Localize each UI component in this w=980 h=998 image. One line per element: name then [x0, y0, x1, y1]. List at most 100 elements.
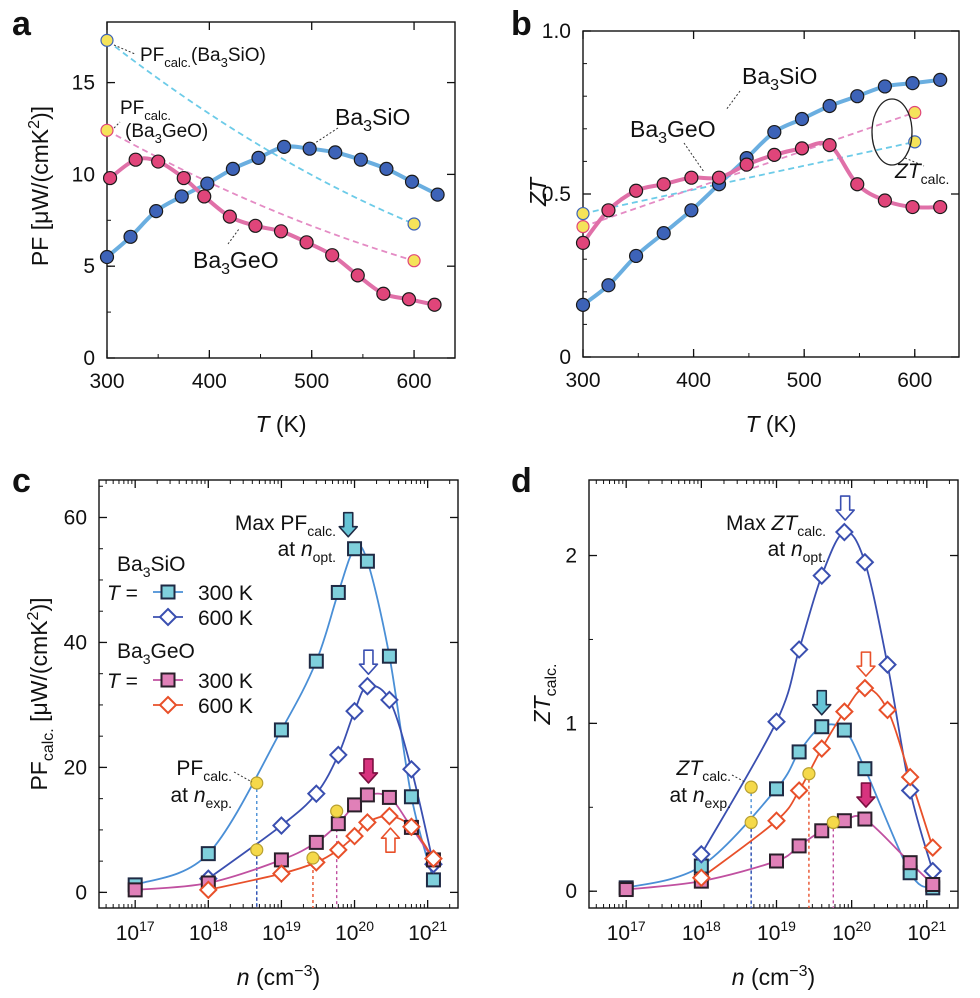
- data-point: [691, 868, 711, 888]
- data-point: [836, 722, 852, 738]
- data-point: [628, 248, 644, 264]
- label-part: calc.: [307, 523, 336, 539]
- label-part: 600 K: [198, 607, 253, 630]
- label-part: 10: [262, 922, 285, 945]
- annotation-at-exp: at nexp.: [669, 784, 731, 811]
- label-part: [μW/(cmK: [26, 620, 52, 728]
- label-part: )]: [27, 106, 53, 120]
- label-part: (Ba: [191, 45, 221, 66]
- label-part: 600: [397, 370, 432, 393]
- label-part: (K): [760, 411, 797, 437]
- label-part: calc.: [40, 728, 57, 761]
- label-part: 15: [72, 72, 95, 95]
- legend-title-si: Ba3SiO: [117, 553, 186, 580]
- label-part: GeO: [230, 247, 279, 273]
- data-point: [812, 566, 832, 586]
- data-point: [158, 695, 178, 715]
- label-part: 21: [931, 918, 947, 934]
- data-point: [174, 189, 189, 204]
- label-part: Ba: [117, 640, 143, 663]
- down-arrow-icon: [358, 649, 379, 675]
- label-part: n: [732, 964, 745, 990]
- y-tick-label: 0: [75, 881, 87, 904]
- annotation-at-opt: at nopt.: [278, 538, 336, 565]
- annotation-max: Max PFcalc.: [235, 512, 336, 539]
- data-point: [933, 199, 948, 215]
- down-arrow-icon: [811, 689, 832, 716]
- label-part: 3: [770, 77, 779, 94]
- x-tick-label: 1021: [408, 918, 447, 945]
- label-part: 400: [192, 370, 227, 393]
- label-part: at: [768, 538, 791, 561]
- label-part: PF [μW/(cmK: [27, 128, 53, 266]
- label-part: 500: [294, 370, 329, 393]
- label-part: Ba: [742, 63, 770, 89]
- label-part: ): [808, 964, 816, 990]
- legend-label: 600 K: [198, 607, 253, 630]
- label-part: calc.: [797, 523, 826, 539]
- data-point: [197, 189, 212, 204]
- label-part: SiO: [372, 104, 410, 130]
- label-part: 2: [26, 120, 43, 129]
- data-point: [358, 676, 377, 696]
- annotation-calc: ZTcalc.: [894, 160, 949, 187]
- label-part: b: [511, 5, 532, 43]
- annotation-calc-si: PFcalc.(Ba3SiO): [140, 45, 266, 70]
- data-point: [576, 206, 590, 221]
- label-part: calc.: [164, 55, 191, 70]
- label-part: 10: [682, 922, 705, 945]
- data-point: [575, 297, 591, 312]
- data-point: [160, 672, 176, 688]
- data-point: [251, 150, 266, 165]
- data-point: [99, 249, 115, 265]
- data-point: [877, 193, 893, 208]
- label-part: at: [170, 784, 193, 807]
- data-point: [128, 152, 143, 167]
- data-point: [684, 203, 699, 218]
- y-tick-label: 10: [72, 163, 95, 186]
- x-tick-label: 1018: [189, 918, 228, 945]
- data-point: [877, 79, 893, 94]
- data-point: [302, 141, 317, 156]
- label-part: 600: [897, 369, 932, 392]
- data-point: [359, 787, 375, 803]
- data-point: [424, 849, 443, 869]
- leader-line: [113, 121, 121, 129]
- data-point: [380, 690, 399, 710]
- label-part: T: [107, 582, 122, 605]
- annotation-max: Max ZTcalc.: [726, 512, 826, 539]
- x-tick-label: 1018: [682, 918, 721, 945]
- data-point: [158, 607, 178, 627]
- data-point: [345, 826, 364, 846]
- label-part: d: [511, 462, 532, 500]
- label-part: 10: [607, 922, 630, 945]
- label-part: 0.5: [542, 183, 571, 206]
- label-part: 60: [64, 506, 87, 529]
- label-part: T: [107, 670, 122, 693]
- data-point: [767, 147, 782, 162]
- data-point: [345, 701, 364, 721]
- label-part: Ba: [117, 553, 143, 576]
- label-part: (cm: [250, 964, 295, 990]
- leader-line: [904, 157, 925, 167]
- label-part: SiO: [779, 63, 817, 89]
- data-point: [272, 864, 291, 884]
- data-point: [381, 648, 397, 664]
- leader-line: [113, 44, 136, 55]
- data-point: [272, 816, 291, 835]
- label-part: Ba: [630, 116, 658, 142]
- label-part: at: [278, 538, 301, 561]
- label-part: 10: [72, 163, 95, 186]
- panel-label: b: [511, 5, 532, 43]
- leader-line: [725, 90, 741, 111]
- series-line-calc: [106, 129, 415, 262]
- data-point: [407, 217, 421, 231]
- label-part: calc.: [543, 663, 560, 696]
- data-point: [900, 767, 920, 787]
- y-tick-label: 20: [64, 756, 87, 779]
- label-part: 0: [559, 346, 571, 369]
- data-point: [379, 161, 394, 176]
- label-part: 300: [89, 370, 124, 393]
